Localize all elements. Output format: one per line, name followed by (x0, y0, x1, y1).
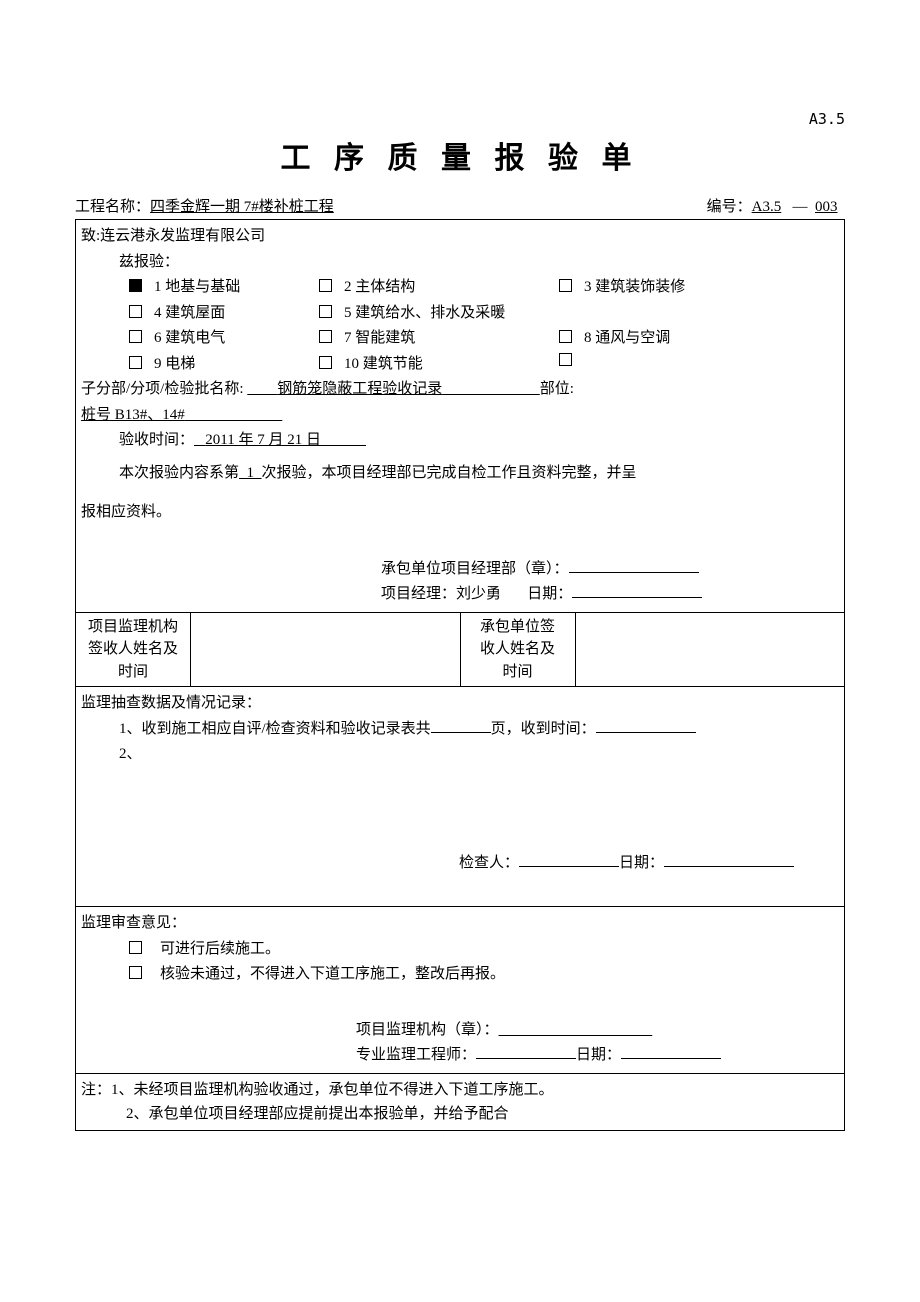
report-middle: 次报验，本项目经理部已完成自检工作且资料完整，并呈 (262, 465, 637, 481)
document-title: 工 序 质 量 报 验 单 (75, 133, 845, 177)
date-blank-1[interactable] (572, 597, 702, 598)
report-paragraph: 本次报验内容系第 1 次报验，本项目经理部已完成自检工作且资料完整，并呈 报相应… (81, 454, 839, 532)
number-label: 编号： (707, 199, 752, 215)
checkbox-hvac[interactable] (559, 330, 572, 343)
to-label: 致: (81, 228, 100, 244)
checkbox-reject[interactable] (129, 966, 142, 979)
supervision-signature: 项目监理机构（章）： 专业监理工程师： 日期： (81, 1018, 839, 1069)
checkbox-energy[interactable] (319, 356, 332, 369)
project-info-line: 工程名称：四季金辉一期 7#楼补桩工程 编号：A3.5 — 003 (75, 195, 845, 216)
checkbox-electrical[interactable] (129, 330, 142, 343)
number-prefix: A3.5 (752, 199, 782, 215)
contractor-dept-blank[interactable] (569, 572, 699, 573)
project-name: 四季金辉一期 7#楼补桩工程 (150, 199, 334, 215)
check-line1-prefix: 1、收到施工相应自评/检查资料和验收记录表共 (119, 721, 431, 737)
signature-table: 项目监理机构签收人姓名及时间 承包单位签收人姓名及时间 (76, 612, 844, 687)
position-label: 部位: (540, 381, 574, 397)
inspector-label: 检查人： (459, 855, 519, 871)
check-line1-mid: 页，收到时间： (491, 721, 596, 737)
sub-section-label: 子分部/分项/检验批名称: (81, 381, 244, 397)
checkbox-label: 2 主体结构 (344, 275, 415, 301)
report-suffix: 报相应资料。 (81, 493, 839, 532)
engineer-date-label: 日期： (576, 1047, 621, 1063)
checkbox-row-3: 6 建筑电气 7 智能建筑 8 通风与空调 (81, 326, 839, 352)
checkbox-elevator[interactable] (129, 356, 142, 369)
date-label-1: 日期： (527, 586, 572, 602)
report-count: 1 (247, 465, 255, 481)
checkbox-label: 4 建筑屋面 (154, 301, 225, 327)
main-form-box: 致:连云港永发监理有限公司 兹报验： 1 地基与基础 2 主体结构 3 建筑装饰… (75, 219, 845, 1131)
checkbox-row-1: 1 地基与基础 2 主体结构 3 建筑装饰装修 (81, 275, 839, 301)
inspector-date-blank[interactable] (664, 866, 794, 867)
checkbox-proceed[interactable] (129, 941, 142, 954)
recipient-company: 连云港永发监理有限公司 (100, 228, 265, 244)
sig-left-label: 项目监理机构签收人姓名及时间 (76, 613, 191, 687)
supervision-opinion-title: 监理审查意见： (81, 911, 839, 937)
intro-text: 兹报验： (81, 250, 839, 276)
note-line1: 注：1、未经项目监理机构验收通过，承包单位不得进入下道工序施工。 (81, 1078, 839, 1102)
notes-section: 注：1、未经项目监理机构验收通过，承包单位不得进入下道工序施工。 2、承包单位项… (76, 1073, 844, 1130)
checkbox-row-2: 4 建筑屋面 5 建筑给水、排水及采暖 (81, 301, 839, 327)
sub-section-name: 钢筋笼隐蔽工程验收记录 (277, 381, 442, 397)
header-code: A3.5 (75, 110, 845, 128)
manager-label: 项目经理： (381, 586, 456, 602)
checkbox-smart-building[interactable] (319, 330, 332, 343)
checkbox-label: 5 建筑给水、排水及采暖 (344, 301, 505, 327)
contractor-signature: 承包单位项目经理部（章）： 项目经理：刘少勇 日期： (81, 557, 839, 608)
checkbox-label: 8 通风与空调 (584, 326, 670, 352)
opinion-option2: 核验未通过，不得进入下道工序施工，整改后再报。 (160, 962, 505, 988)
supervision-check-title: 监理抽查数据及情况记录： (81, 691, 839, 717)
check-line2: 2、 (81, 742, 839, 768)
checkbox-label: 6 建筑电气 (154, 326, 225, 352)
supervision-check-section: 监理抽查数据及情况记录： 1、收到施工相应自评/检查资料和验收记录表共 页，收到时… (76, 686, 844, 906)
sig-left-value[interactable] (191, 613, 461, 687)
project-label: 工程名称： (75, 199, 150, 215)
supervision-opinion-section: 监理审查意见： 可进行后续施工。 核验未通过，不得进入下道工序施工，整改后再报。… (76, 906, 844, 1073)
engineer-blank[interactable] (476, 1058, 576, 1059)
checkbox-row-4: 9 电梯 10 建筑节能 (81, 352, 839, 378)
sig-right-label: 承包单位签收人姓名及时间 (461, 613, 576, 687)
checkbox-label: 7 智能建筑 (344, 326, 415, 352)
note-line2: 2、承包单位项目经理部应提前提出本报验单，并给予配合 (81, 1102, 839, 1126)
checkbox-label: 10 建筑节能 (344, 352, 423, 378)
opinion-option1: 可进行后续施工。 (160, 937, 280, 963)
pile-number: 桩号 B13#、14# (81, 403, 839, 429)
checkbox-decoration[interactable] (559, 279, 572, 292)
checkbox-plumbing[interactable] (319, 305, 332, 318)
acceptance-time-value: 2011 年 7 月 21 日 (205, 432, 321, 448)
checkbox-label: 3 建筑装饰装修 (584, 275, 685, 301)
sig-right-value[interactable] (576, 613, 845, 687)
checkbox-main-structure[interactable] (319, 279, 332, 292)
contractor-dept-label: 承包单位项目经理部（章）： (381, 561, 569, 577)
checkbox-other[interactable] (559, 353, 572, 366)
inspector-date-label: 日期： (619, 855, 664, 871)
number-suffix: 003 (815, 199, 838, 215)
manager-name: 刘少勇 (456, 586, 501, 602)
checkbox-label: 1 地基与基础 (154, 275, 240, 301)
pages-blank[interactable] (431, 732, 491, 733)
sub-section-line: 子分部/分项/检验批名称: 钢筋笼隐蔽工程验收记录 部位: (81, 377, 839, 403)
inspector-blank[interactable] (519, 866, 619, 867)
checkbox-label: 9 电梯 (154, 352, 195, 378)
acceptance-time-line: 验收时间： 2011 年 7 月 21 日 (81, 428, 839, 454)
engineer-date-blank[interactable] (621, 1058, 721, 1059)
checkbox-roof[interactable] (129, 305, 142, 318)
inspector-signature: 检查人： 日期： (459, 851, 794, 877)
acceptance-time-label: 验收时间： (119, 432, 194, 448)
checkbox-foundation[interactable] (129, 279, 142, 292)
receive-time-blank[interactable] (596, 732, 696, 733)
recipient-section: 致:连云港永发监理有限公司 兹报验： 1 地基与基础 2 主体结构 3 建筑装饰… (76, 220, 844, 612)
engineer-label: 专业监理工程师： (356, 1047, 476, 1063)
agency-label: 项目监理机构（章）： (356, 1022, 499, 1038)
report-prefix: 本次报验内容系第 (119, 465, 239, 481)
